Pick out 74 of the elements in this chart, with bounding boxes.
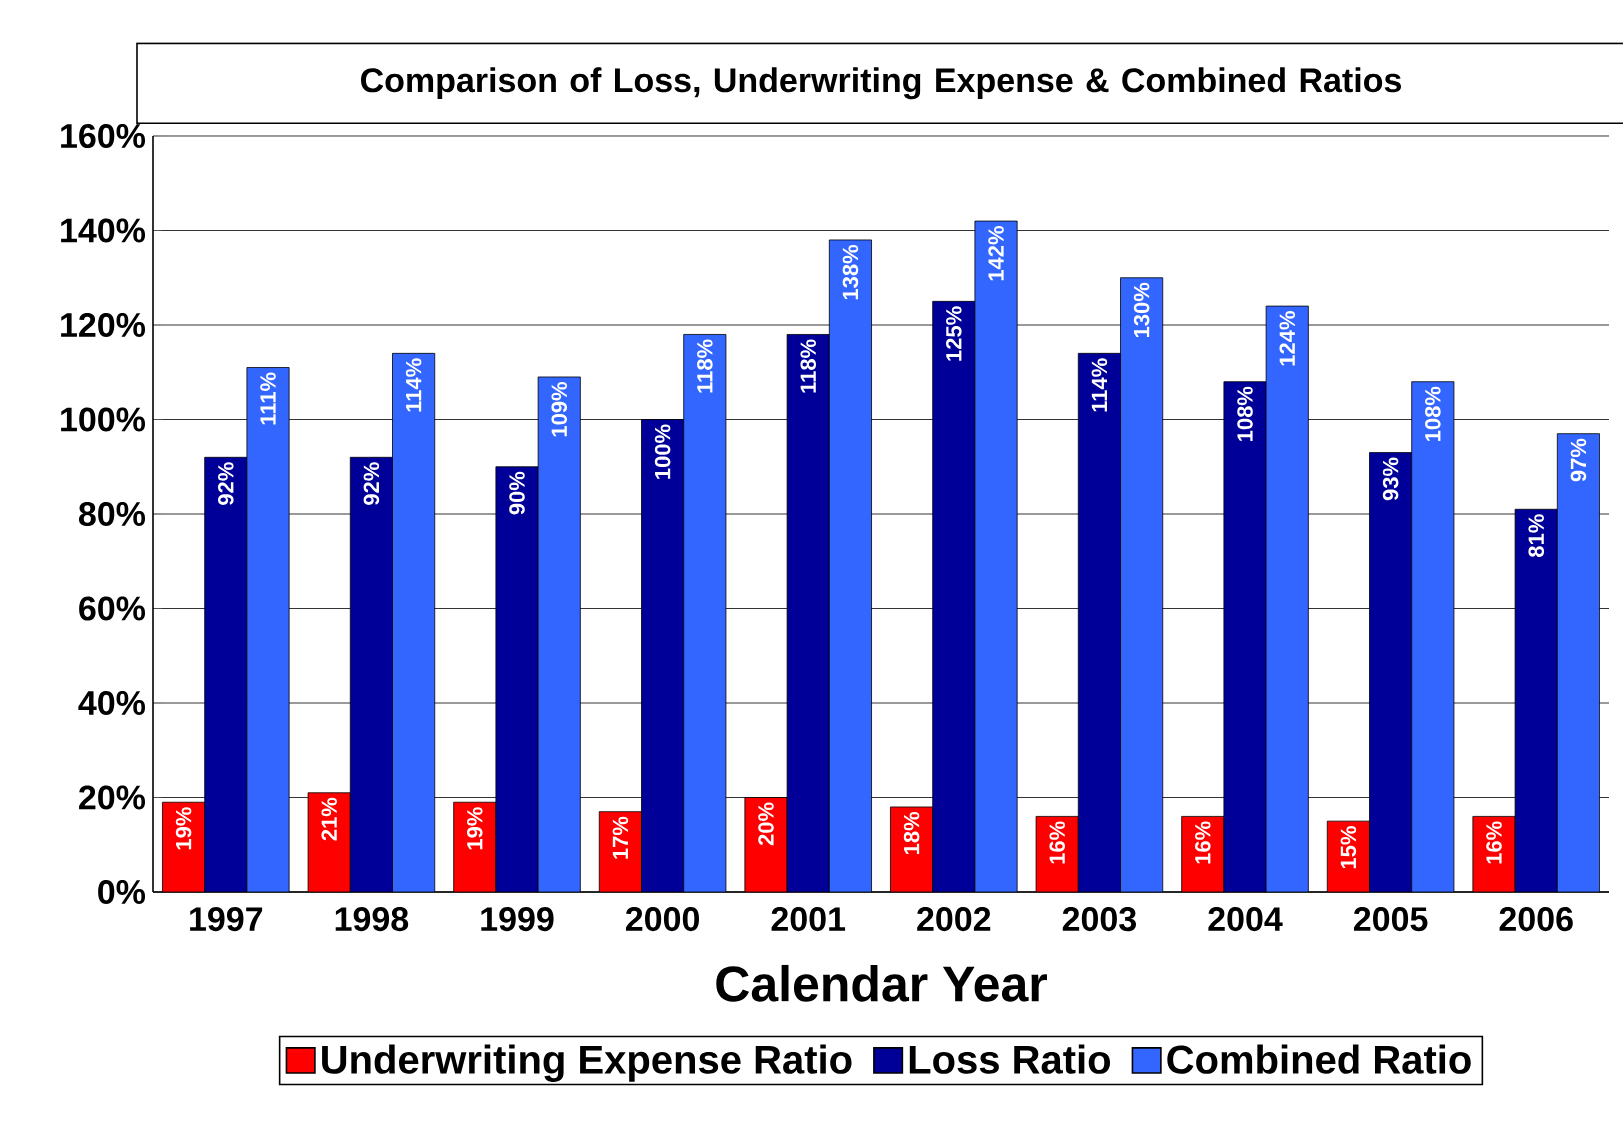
x-tick-label: 1998: [335, 907, 409, 932]
x-tick-label: 2003: [1062, 907, 1136, 932]
data-label: 16%: [1195, 821, 1211, 864]
y-tick-label: 60%: [79, 596, 146, 621]
data-label: 92%: [363, 462, 380, 505]
legend-label: Underwriting Expense Ratio: [322, 1044, 852, 1082]
y-tick-label: 120%: [61, 312, 146, 338]
bar: [641, 419, 685, 893]
bar: [392, 352, 436, 893]
y-tick-label: 0%: [98, 879, 146, 905]
bar: [1120, 277, 1164, 893]
legend-label: Loss Ratio: [909, 1044, 1111, 1074]
data-label: 118%: [800, 339, 816, 393]
x-tick-label: 2000: [625, 907, 699, 932]
x-tick-label: 1997: [190, 907, 263, 932]
data-label: 138%: [842, 244, 859, 300]
data-label: 20%: [758, 802, 774, 846]
data-label: 16%: [1049, 821, 1065, 864]
bar: [1369, 452, 1413, 893]
data-label: 111%: [260, 372, 276, 425]
bar: [349, 456, 393, 893]
bar: [495, 466, 539, 893]
chart-title: Comparison of Loss, Underwriting Expense & Combined Ratios: [361, 67, 1401, 100]
x-tick-label: 2001: [771, 907, 846, 932]
bar: [1514, 508, 1558, 893]
data-label: 118%: [697, 339, 713, 393]
data-label: 92%: [218, 462, 234, 505]
bar: [1223, 381, 1267, 893]
data-label: 17%: [612, 816, 629, 859]
x-axis-title: Calendar Year: [716, 964, 1047, 1002]
data-label: 97%: [1570, 438, 1587, 482]
y-tick-label: 40%: [78, 690, 146, 716]
data-label: 81%: [1528, 514, 1544, 558]
data-label: 93%: [1382, 457, 1399, 501]
y-tick-label: 20%: [79, 785, 146, 810]
bar: [786, 334, 830, 893]
data-label: 124%: [1279, 311, 1295, 366]
x-tick-label: 2006: [1499, 907, 1573, 932]
x-tick-label: 2002: [917, 907, 991, 932]
bar: [1411, 381, 1455, 893]
bar: [828, 239, 872, 893]
x-tick-label: 2005: [1353, 907, 1428, 932]
legend-label: Combined Ratio: [1167, 1044, 1471, 1074]
data-label: 142%: [988, 226, 1004, 281]
data-label: 100%: [654, 424, 671, 479]
data-label: 19%: [467, 807, 483, 850]
y-tick-label: 140%: [61, 218, 146, 243]
data-label: 125%: [946, 306, 962, 361]
bar: [683, 334, 727, 893]
bar: [246, 367, 290, 893]
data-label: 114%: [405, 358, 422, 412]
bar: [1556, 433, 1600, 893]
bar: [1265, 305, 1309, 893]
data-label: 21%: [321, 797, 337, 841]
data-label: 90%: [509, 471, 525, 515]
y-tick-label: 160%: [61, 123, 146, 149]
x-tick-label: 1999: [481, 907, 554, 932]
data-label: 18%: [903, 811, 920, 855]
data-label: 19%: [175, 807, 192, 850]
data-label: 108%: [1425, 386, 1441, 441]
data-label: 108%: [1237, 386, 1253, 441]
bar: [537, 376, 581, 893]
x-tick-label: 2004: [1208, 907, 1283, 932]
y-tick-label: 80%: [78, 501, 146, 527]
data-label: 109%: [551, 381, 568, 437]
bar: [974, 220, 1018, 893]
bar: [204, 456, 248, 893]
data-label: 114%: [1091, 358, 1108, 412]
data-label: 15%: [1340, 826, 1357, 869]
data-label: 16%: [1486, 821, 1502, 864]
y-tick-label: 100%: [61, 407, 146, 432]
data-label: 130%: [1133, 282, 1150, 338]
bar: [932, 300, 976, 893]
bar: [1077, 352, 1121, 893]
